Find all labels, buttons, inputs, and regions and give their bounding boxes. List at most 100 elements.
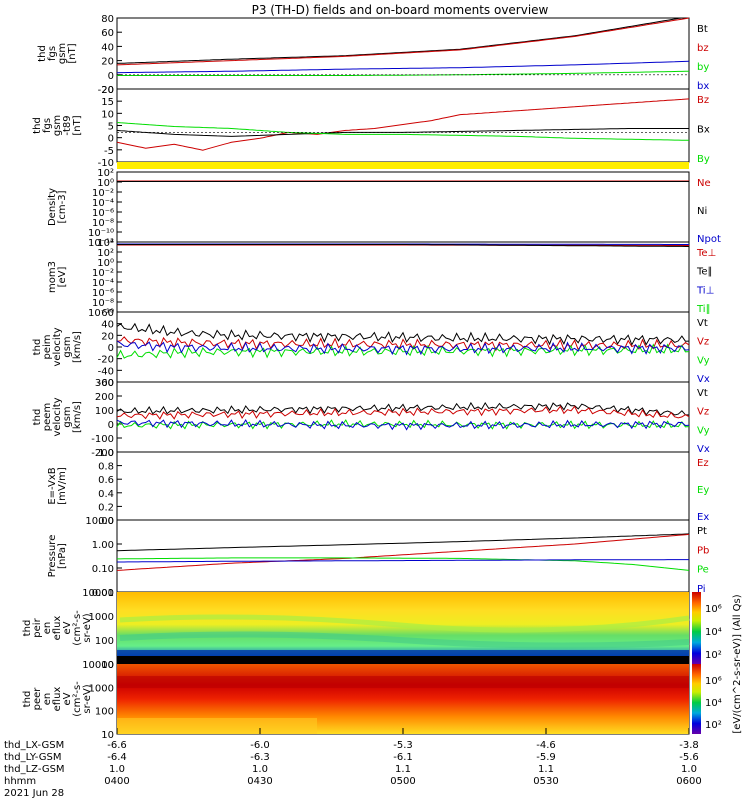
y-tick-label: -60 xyxy=(98,378,114,389)
y-axis-label: thd xyxy=(22,691,33,708)
legend-entry: By xyxy=(697,154,710,165)
x-tick-label: -6.6 xyxy=(107,740,127,751)
y-axis-label: gsm xyxy=(62,336,73,357)
x-tick-label: -5.9 xyxy=(536,752,556,763)
y-tick-label: 1000 xyxy=(89,612,114,623)
spectrogram-ion xyxy=(117,592,690,664)
x-row-label: thd_LX-GSM xyxy=(4,740,64,751)
y-tick-label: 10⁻¹⁰ xyxy=(88,308,114,319)
legend-entry: Ti⊥ xyxy=(696,285,714,296)
legend-entry: Ez xyxy=(697,458,709,469)
status-bar xyxy=(117,162,689,169)
legend-entry: Pi xyxy=(697,584,706,595)
y-tick-label: -20 xyxy=(98,355,114,366)
y-tick-label: 0.2 xyxy=(98,502,114,513)
panel-frame xyxy=(116,451,690,521)
legend-entry: Pb xyxy=(697,545,709,556)
series-line xyxy=(117,244,689,247)
series-line xyxy=(116,322,690,346)
colorbar-tick: 10² xyxy=(705,720,722,731)
y-tick-label: 10 xyxy=(101,660,114,671)
x-row-label: thd_LZ-GSM xyxy=(4,764,65,775)
legend-entry: Ex xyxy=(697,512,709,523)
y-tick-label: 40 xyxy=(101,320,114,331)
y-tick-label: 1000 xyxy=(89,683,114,694)
y-tick-label: 0.4 xyxy=(98,489,114,500)
legend-entry: Vt xyxy=(697,388,708,399)
y-tick-label: 10² xyxy=(97,248,114,259)
series-line xyxy=(116,418,690,431)
y-tick-label: 0 xyxy=(108,343,114,354)
y-axis-label: thd xyxy=(32,117,43,134)
legend-entry: Bx xyxy=(697,125,710,136)
series-line xyxy=(116,343,690,359)
colorbar-ion xyxy=(692,592,701,664)
series-line xyxy=(116,17,690,66)
y-axis-label: Density xyxy=(47,188,58,226)
y-axis-label: peim xyxy=(42,334,53,359)
y-axis-label: eV xyxy=(62,621,73,634)
y-tick-label: 40 xyxy=(101,42,114,53)
y-tick-label: 0.01 xyxy=(92,588,114,599)
y-axis-label: gsm xyxy=(57,43,68,64)
panel-frame xyxy=(116,241,690,313)
y-tick-label: 20 xyxy=(101,331,114,342)
y-tick-label: 80 xyxy=(101,14,114,25)
y-tick-label: 10⁻⁸ xyxy=(92,298,114,309)
y-tick-label: 200 xyxy=(95,392,114,403)
colorbar-tick: 10² xyxy=(705,650,722,661)
y-tick-label: -40 xyxy=(98,366,114,377)
y-axis-label: en xyxy=(42,693,53,706)
y-axis-label: [eV] xyxy=(57,267,68,288)
y-tick-label: 100 xyxy=(95,707,114,718)
legend-entry: Vx xyxy=(697,444,710,455)
y-axis-label: velocity xyxy=(52,327,63,366)
legend-entry: Ne xyxy=(697,178,711,189)
y-tick-label: -100 xyxy=(91,434,114,445)
y-tick-label: 10000 xyxy=(82,588,114,599)
series-line xyxy=(117,70,689,76)
x-tick-label: 0530 xyxy=(533,776,558,787)
y-tick-label: 10 xyxy=(101,730,114,741)
x-tick-label: 0430 xyxy=(247,776,272,787)
y-axis-label: eV xyxy=(62,692,73,705)
y-tick-label: -10 xyxy=(98,158,114,169)
series-line xyxy=(116,405,690,420)
colorbar-label: [eV/(cm^2-s-sr-eV)] (All Qs) xyxy=(732,594,743,733)
y-tick-label: 0.6 xyxy=(98,475,114,486)
spectrogram-electron xyxy=(117,664,689,734)
legend-entry: Vz xyxy=(697,407,709,418)
x-tick-label: 1.1 xyxy=(538,764,554,775)
y-tick-label: -200 xyxy=(91,448,114,459)
x-tick-label: -6.3 xyxy=(250,752,270,763)
x-tick-label: 1.0 xyxy=(681,764,697,775)
y-tick-label: -5 xyxy=(104,146,114,157)
series-line xyxy=(116,98,690,151)
panel-8: 10.00 1.00 0.10 0.01 Pressure [nPa] Pt Pb Pe Pi xyxy=(47,516,709,599)
y-axis-label: thd xyxy=(32,339,43,356)
x-tick-label: -6.1 xyxy=(393,752,413,763)
panel-7: 1.0 0.8 0.6 0.4 0.2 0.0 E=-VxB [mV/m] Ez Ey Ex xyxy=(47,448,709,527)
y-tick-label: 10⁴ xyxy=(97,238,114,249)
x-tick-label: -5.6 xyxy=(679,752,699,763)
y-axis-label: sr-eV) xyxy=(82,684,93,713)
series-line xyxy=(116,122,690,141)
series-line xyxy=(116,533,690,552)
legend-entry: Te⊥ xyxy=(696,248,716,259)
y-tick-label: 0 xyxy=(108,420,114,431)
x-tick-label: -5.3 xyxy=(393,740,413,751)
y-tick-label: 100 xyxy=(95,636,114,647)
y-tick-label: 10⁻¹² xyxy=(88,238,114,249)
y-tick-label: 0.8 xyxy=(98,462,114,473)
y-tick-label: 60 xyxy=(101,308,114,319)
colorbar-tick: 10⁶ xyxy=(705,604,722,615)
colorbar-tick: 10⁴ xyxy=(705,627,722,638)
y-tick-label: 0.10 xyxy=(92,564,114,575)
y-axis-label: en xyxy=(42,622,53,635)
y-axis-label: [nT] xyxy=(67,43,78,63)
y-tick-label: 10⁻⁸ xyxy=(92,218,114,229)
y-axis-label: eflux xyxy=(52,687,63,712)
